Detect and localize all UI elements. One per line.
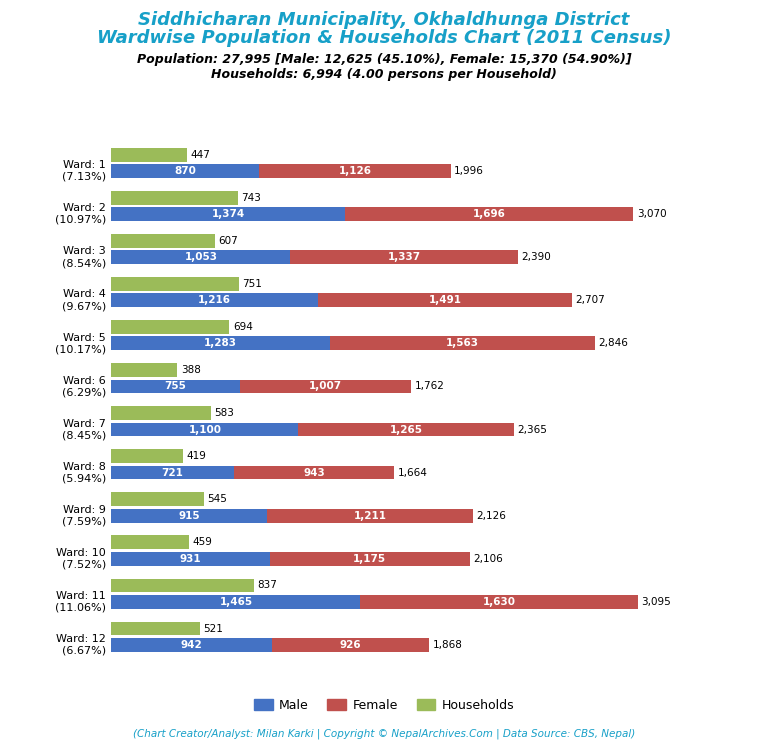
Text: 3,095: 3,095 [641, 597, 670, 607]
Bar [111, 535, 190, 549]
Bar [111, 509, 267, 523]
Text: 943: 943 [303, 468, 325, 477]
Text: 751: 751 [243, 279, 263, 289]
Text: 755: 755 [164, 382, 187, 392]
Bar [111, 320, 230, 334]
Text: 743: 743 [241, 193, 261, 203]
Text: 447: 447 [190, 150, 210, 160]
Text: 1,696: 1,696 [473, 209, 505, 219]
Bar [111, 450, 183, 463]
Text: 926: 926 [339, 640, 361, 650]
Bar [111, 465, 234, 480]
Bar [111, 250, 290, 264]
Text: 2,106: 2,106 [473, 553, 502, 564]
Bar [111, 294, 318, 307]
Text: 459: 459 [193, 538, 213, 547]
Bar [111, 622, 200, 636]
Text: 1,563: 1,563 [446, 338, 479, 349]
Text: 1,283: 1,283 [204, 338, 237, 349]
Text: 1,491: 1,491 [429, 295, 462, 305]
Bar [111, 595, 360, 608]
Bar [111, 207, 345, 221]
Bar [111, 492, 204, 506]
Bar [240, 380, 411, 393]
Text: 1,630: 1,630 [482, 597, 515, 607]
Text: 931: 931 [180, 553, 201, 564]
Bar [111, 234, 214, 248]
Text: 1,664: 1,664 [398, 468, 428, 477]
Text: 2,707: 2,707 [575, 295, 605, 305]
Text: 419: 419 [186, 451, 206, 461]
Bar [260, 164, 451, 178]
Text: 1,265: 1,265 [389, 425, 422, 434]
Text: 1,762: 1,762 [415, 382, 444, 392]
Text: 3,070: 3,070 [637, 209, 667, 219]
Text: 1,465: 1,465 [220, 597, 253, 607]
Bar [345, 207, 634, 221]
Text: Wardwise Population & Households Chart (2011 Census): Wardwise Population & Households Chart (… [97, 29, 671, 47]
Text: 521: 521 [204, 623, 223, 633]
Text: 942: 942 [180, 640, 202, 650]
Text: 583: 583 [214, 408, 233, 418]
Bar [299, 422, 514, 437]
Text: 915: 915 [178, 511, 200, 520]
Text: 1,175: 1,175 [353, 553, 386, 564]
Bar [111, 191, 238, 205]
Bar [267, 509, 473, 523]
Text: 2,390: 2,390 [521, 252, 551, 262]
Text: 721: 721 [162, 468, 184, 477]
Bar [111, 638, 272, 652]
Text: 2,126: 2,126 [476, 511, 506, 520]
Text: 607: 607 [218, 236, 238, 245]
Text: 1,216: 1,216 [198, 295, 231, 305]
Bar [234, 465, 394, 480]
Text: 545: 545 [207, 494, 227, 505]
Bar [270, 552, 469, 566]
Text: 870: 870 [174, 166, 197, 176]
Text: 1,868: 1,868 [432, 640, 462, 650]
Bar [111, 148, 187, 162]
Bar [111, 380, 240, 393]
Bar [318, 294, 571, 307]
Text: 2,846: 2,846 [599, 338, 629, 349]
Bar [290, 250, 518, 264]
Bar [111, 277, 239, 291]
Bar [329, 337, 595, 350]
Text: Population: 27,995 [Male: 12,625 (45.10%), Female: 15,370 (54.90%)]: Population: 27,995 [Male: 12,625 (45.10%… [137, 53, 631, 66]
Bar [111, 337, 329, 350]
Text: 1,007: 1,007 [309, 382, 342, 392]
Text: 1,053: 1,053 [184, 252, 217, 262]
Text: 837: 837 [257, 581, 277, 590]
Text: 1,374: 1,374 [211, 209, 245, 219]
Bar [111, 164, 260, 178]
Text: Siddhicharan Municipality, Okhaldhunga District: Siddhicharan Municipality, Okhaldhunga D… [138, 11, 630, 29]
Text: 694: 694 [233, 322, 253, 332]
Bar [111, 363, 177, 377]
Bar [111, 552, 270, 566]
Text: 2,365: 2,365 [517, 425, 547, 434]
Text: 1,211: 1,211 [353, 511, 386, 520]
Text: (Chart Creator/Analyst: Milan Karki | Copyright © NepalArchives.Com | Data Sourc: (Chart Creator/Analyst: Milan Karki | Co… [133, 729, 635, 739]
Text: 388: 388 [180, 365, 200, 375]
Bar [111, 422, 299, 437]
Bar [111, 578, 253, 593]
Text: 1,100: 1,100 [188, 425, 221, 434]
Bar [111, 407, 210, 420]
Text: 1,337: 1,337 [388, 252, 421, 262]
Text: 1,996: 1,996 [454, 166, 484, 176]
Bar [272, 638, 429, 652]
Text: Households: 6,994 (4.00 persons per Household): Households: 6,994 (4.00 persons per Hous… [211, 68, 557, 81]
Legend: Male, Female, Households: Male, Female, Households [249, 694, 519, 717]
Bar [360, 595, 637, 608]
Text: 1,126: 1,126 [339, 166, 372, 176]
